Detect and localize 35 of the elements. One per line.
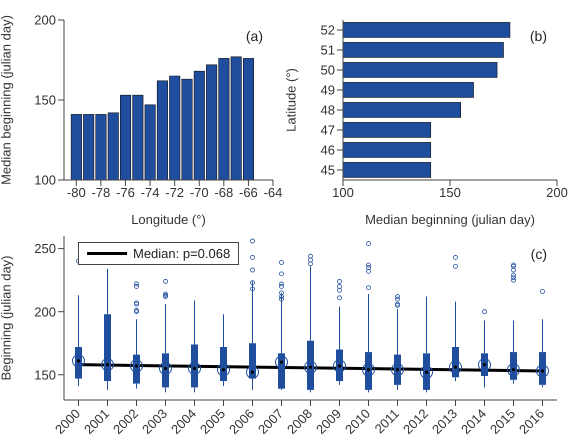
y-axis-title: Latitude (°) (284, 68, 299, 132)
y-tick-label: 47 (320, 122, 335, 138)
y-tick-label: 51 (320, 42, 335, 58)
y-tick-label: 46 (320, 142, 335, 158)
annotation: (a) (246, 28, 263, 44)
y-tick-label: 50 (320, 62, 335, 78)
x-axis-title: Median beginning (julian day) (365, 212, 535, 227)
x-tick-label: -80 (66, 185, 86, 200)
x-tick-label: -70 (190, 185, 209, 200)
x-tick-label: 150 (439, 185, 461, 200)
y-tick-label: 45 (320, 162, 335, 178)
y-axis-title: Beginning (julian day) (0, 255, 14, 381)
x-tick-label: 200 (546, 185, 568, 200)
annotation: (b) (530, 28, 547, 44)
x-tick-label: -72 (165, 185, 184, 200)
y-tick-label: 49 (320, 82, 335, 98)
x-tick-label: -78 (91, 185, 110, 200)
y-axis-title: Median beginning (julian day) (0, 15, 14, 185)
y-tick-label: 100 (34, 172, 56, 188)
x-tick-label: 100 (332, 185, 354, 200)
y-tick-label: 48 (320, 102, 335, 118)
x-tick-label: -76 (116, 185, 135, 200)
annotation: (c) (530, 246, 547, 262)
y-tick-label: 150 (34, 367, 56, 382)
y-tick-label: 150 (34, 92, 56, 108)
x-tick-label: -74 (140, 185, 160, 200)
x-tick-label: -64 (264, 185, 282, 200)
legend-label: Median: p=0.068 (133, 246, 230, 261)
y-tick-label: 52 (320, 22, 335, 38)
y-tick-label: 250 (34, 241, 56, 256)
x-axis-title: Longitude (°) (131, 212, 206, 227)
x-tick-label: -68 (214, 185, 234, 200)
y-tick-label: 200 (34, 12, 56, 28)
x-tick-label: -66 (239, 185, 258, 200)
y-tick-label: 200 (34, 304, 56, 320)
